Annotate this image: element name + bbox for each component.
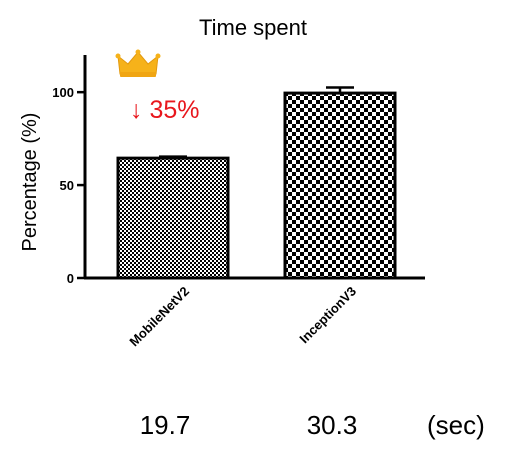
bar-inceptionv3 bbox=[283, 91, 397, 280]
bar-mobilenetv2 bbox=[116, 156, 230, 280]
time-unit-label: (sec) bbox=[427, 410, 485, 440]
y-ticks-group: 0 50 100 bbox=[52, 85, 85, 286]
y-tick-label: 0 bbox=[67, 271, 74, 286]
crown-icon bbox=[115, 49, 161, 77]
time-value: 30.3 bbox=[307, 410, 358, 440]
time-values-group: 19.7 30.3 bbox=[140, 410, 358, 440]
time-value: 19.7 bbox=[140, 410, 191, 440]
y-axis-label: Percentage (%) bbox=[19, 113, 41, 252]
x-category-label: InceptionV3 bbox=[296, 284, 359, 347]
chart-title: Time spent bbox=[199, 15, 307, 40]
reduction-annotation: ↓ 35% bbox=[130, 96, 199, 124]
x-category-label: MobileNetV2 bbox=[126, 284, 192, 350]
y-tick-label: 100 bbox=[52, 85, 74, 100]
y-tick-label: 50 bbox=[60, 178, 74, 193]
category-labels-group: MobileNetV2 InceptionV3 bbox=[126, 284, 359, 350]
bars-group bbox=[116, 86, 397, 280]
